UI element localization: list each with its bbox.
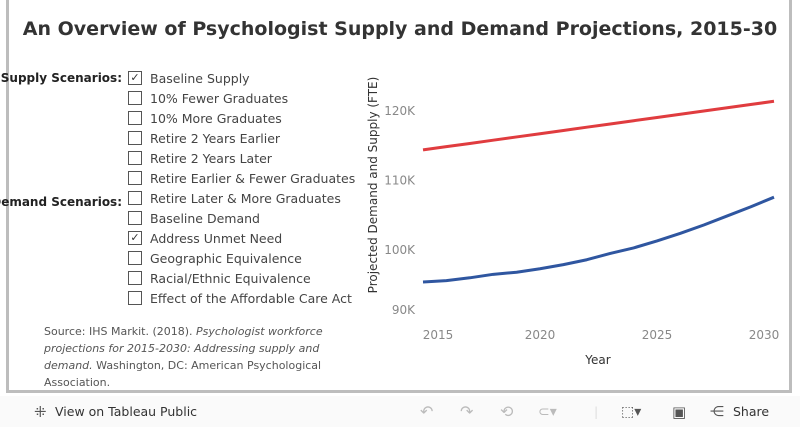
checkbox-label: Retire 2 Years Later: [150, 150, 272, 166]
supply-checkbox[interactable]: 10% Fewer Graduates: [128, 89, 288, 107]
refresh-icon[interactable]: ⊂▾: [538, 403, 557, 420]
checkbox-box[interactable]: [128, 91, 142, 105]
x-tick-label: 2015: [423, 328, 454, 342]
source-publisher: Washington, DC: American Psychological A…: [44, 359, 322, 389]
download-icon[interactable]: ⬚▾: [621, 403, 642, 420]
tableau-logo-icon: ⁜: [34, 402, 47, 421]
fullscreen-icon[interactable]: ▣: [672, 402, 687, 421]
dashboard-frame: [6, 0, 792, 393]
share-icon[interactable]: ⋲: [710, 403, 724, 420]
share-button[interactable]: Share: [733, 404, 770, 419]
demand-scenarios-label: Demand Scenarios:: [0, 195, 122, 209]
demand-checkbox[interactable]: Racial/Ethnic Equivalence: [128, 269, 311, 287]
tableau-toolbar: ⁜ View on Tableau Public ↶ ↷ ⟲ ⊂▾ | ⬚▾ ▣…: [0, 396, 800, 427]
checkbox-box[interactable]: [128, 151, 142, 165]
revert-icon[interactable]: ⟲: [500, 402, 514, 421]
series-line-0[interactable]: [422, 99, 775, 152]
y-tick-label: 110K: [384, 174, 416, 188]
x-tick-label: 2025: [642, 328, 673, 342]
checkbox-label: Address Unmet Need: [150, 230, 283, 246]
checkbox-label: 10% More Graduates: [150, 110, 282, 126]
line-chart: 90K 100K 110K 120K 2015 2020 2025 2030 Year Proje…: [366, 77, 780, 367]
supply-checkbox[interactable]: ✓ Baseline Supply: [128, 69, 250, 87]
source-prefix: Source: IHS Markit. (2018).: [44, 325, 197, 338]
source-note: Source: IHS Markit. (2018). Psychologist…: [44, 323, 364, 391]
series-line-1[interactable]: [422, 195, 775, 284]
dashboard-title: An Overview of Psychologist Supply and D…: [22, 18, 778, 40]
y-tick-label: 100K: [384, 243, 416, 257]
checkbox-box[interactable]: ✓: [128, 71, 142, 85]
demand-checkbox[interactable]: Geographic Equivalence: [128, 249, 302, 267]
supply-scenarios-label: Supply Scenarios:: [0, 71, 122, 85]
checkbox-box[interactable]: [128, 271, 142, 285]
checkbox-label: Effect of the Affordable Care Act: [150, 290, 352, 306]
checkbox-box[interactable]: ✓: [128, 231, 142, 245]
checkbox-label: Baseline Supply: [150, 70, 250, 86]
checkbox-label: 10% Fewer Graduates: [150, 90, 289, 106]
supply-checkbox[interactable]: Retire Later & More Graduates: [128, 189, 341, 207]
demand-checkbox[interactable]: Baseline Demand: [128, 209, 260, 227]
checkbox-box[interactable]: [128, 131, 142, 145]
checkbox-box[interactable]: [128, 291, 142, 305]
checkbox-box[interactable]: [128, 111, 142, 125]
y-axis-title: Projected Demand and Supply (FTE): [366, 77, 380, 294]
demand-checkbox[interactable]: ✓ Address Unmet Need: [128, 229, 282, 247]
checkbox-box[interactable]: [128, 171, 142, 185]
supply-checkbox[interactable]: Retire 2 Years Earlier: [128, 129, 280, 147]
checkbox-label: Retire 2 Years Earlier: [150, 130, 281, 146]
redo-icon[interactable]: ↷: [460, 402, 474, 421]
checkbox-label: Retire Later & More Graduates: [150, 190, 341, 206]
demand-checkbox[interactable]: Effect of the Affordable Care Act: [128, 289, 352, 307]
y-tick-label: 90K: [392, 303, 416, 317]
checkbox-box[interactable]: [128, 251, 142, 265]
x-tick-label: 2030: [749, 328, 780, 342]
checkbox-label: Racial/Ethnic Equivalence: [150, 270, 311, 286]
checkbox-label: Retire Earlier & Fewer Graduates: [150, 170, 356, 186]
source-title: Psychologist workforce projections for 2…: [44, 325, 323, 372]
supply-checkbox[interactable]: Retire 2 Years Later: [128, 149, 272, 167]
toolbar-divider: |: [594, 404, 599, 419]
checkbox-label: Baseline Demand: [150, 210, 260, 226]
supply-checkbox[interactable]: 10% More Graduates: [128, 109, 282, 127]
view-on-tableau-link[interactable]: View on Tableau Public: [55, 404, 198, 419]
y-tick-label: 120K: [384, 104, 416, 118]
x-axis-title: Year: [584, 353, 610, 367]
checkbox-label: Geographic Equivalence: [150, 250, 302, 266]
checkbox-box[interactable]: [128, 211, 142, 225]
x-tick-label: 2020: [525, 328, 556, 342]
undo-icon[interactable]: ↶: [420, 402, 434, 421]
checkbox-box[interactable]: [128, 191, 142, 205]
supply-checkbox[interactable]: Retire Earlier & Fewer Graduates: [128, 169, 355, 187]
